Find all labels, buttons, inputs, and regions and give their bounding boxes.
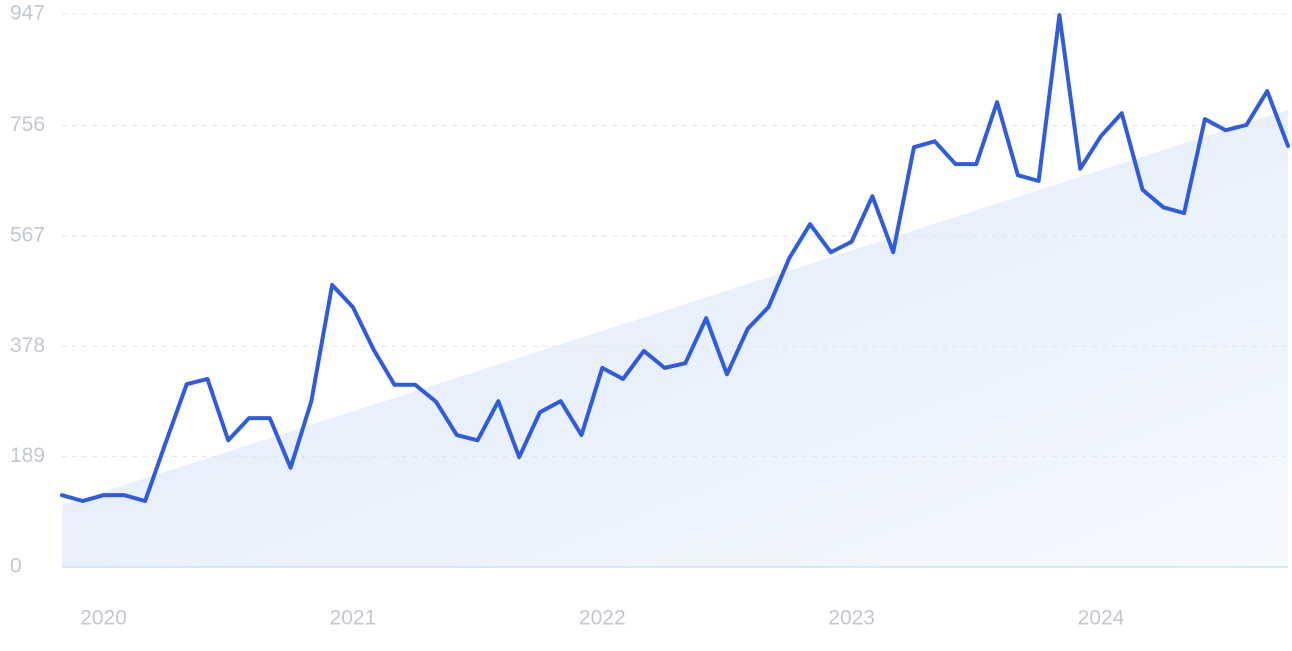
y-tick-label: 189	[10, 444, 45, 467]
y-tick-label: 756	[10, 113, 45, 136]
y-tick-label: 947	[10, 2, 45, 25]
x-tick-label: 2020	[80, 607, 127, 630]
x-tick-label: 2024	[1078, 607, 1125, 630]
x-tick-label: 2023	[828, 607, 875, 630]
trend-area	[62, 109, 1288, 567]
x-tick-label: 2021	[330, 607, 377, 630]
y-tick-label: 378	[10, 334, 45, 357]
y-tick-label: 0	[10, 555, 22, 578]
x-tick-label: 2022	[579, 607, 626, 630]
y-tick-label: 567	[10, 223, 45, 246]
line	[60, 13, 1290, 504]
